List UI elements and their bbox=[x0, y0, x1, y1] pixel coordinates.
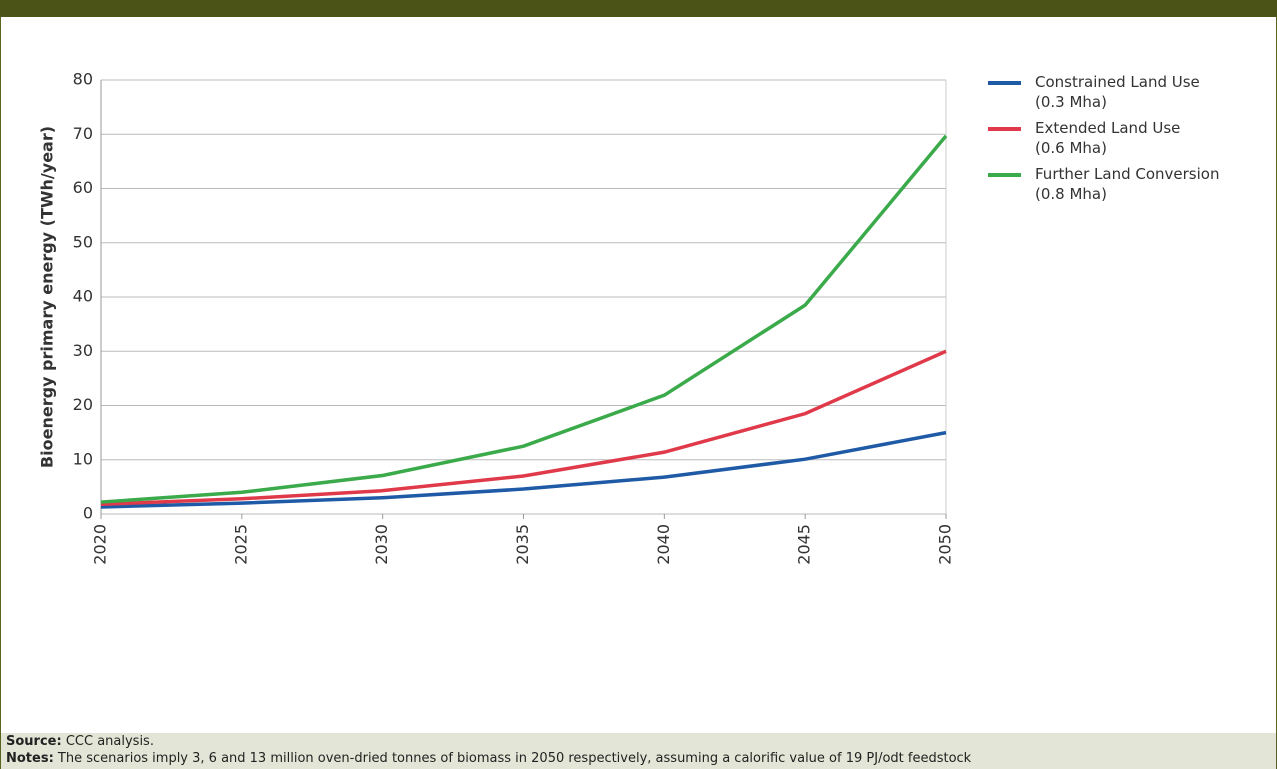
source-text: CCC analysis. bbox=[65, 734, 154, 749]
x-tick-label: 2025 bbox=[231, 524, 250, 565]
x-tick-label: 2050 bbox=[936, 524, 955, 565]
y-tick-label: 50 bbox=[73, 232, 93, 251]
legend-swatch bbox=[988, 127, 1021, 131]
y-tick-label: 40 bbox=[73, 287, 93, 306]
legend-label: Extended Land Use (0.6 Mha) bbox=[1035, 119, 1181, 157]
y-tick-label: 70 bbox=[73, 124, 93, 143]
y-axis-label: Bioenergy primary energy (TWh/year) bbox=[38, 126, 57, 468]
source-label: Source: bbox=[6, 734, 62, 749]
x-tick-label: 2035 bbox=[513, 524, 532, 565]
header-bar bbox=[0, 0, 1277, 17]
y-tick-label: 80 bbox=[73, 70, 93, 89]
series-line bbox=[100, 134, 948, 504]
series-line bbox=[100, 349, 947, 506]
legend-item: Further Land Conversion (0.8 Mha) bbox=[988, 164, 1219, 204]
legend-label: Further Land Conversion (0.8 Mha) bbox=[1035, 165, 1220, 203]
y-tick-label: 0 bbox=[83, 504, 93, 523]
y-tick-label: 10 bbox=[73, 449, 93, 468]
y-tick-label: 20 bbox=[73, 395, 93, 414]
legend-item: Extended Land Use (0.6 Mha) bbox=[988, 118, 1219, 158]
x-tick-label: 2030 bbox=[372, 524, 391, 565]
y-tick-label: 30 bbox=[73, 341, 93, 360]
legend-swatch bbox=[988, 81, 1021, 85]
y-tick-label: 60 bbox=[73, 178, 93, 197]
series-line bbox=[100, 430, 947, 509]
notes-label: Notes: bbox=[6, 751, 54, 766]
legend-item: Constrained Land Use (0.3 Mha) bbox=[988, 72, 1219, 112]
notes-text: The scenarios imply 3, 6 and 13 million … bbox=[57, 751, 972, 766]
x-tick-label: 2045 bbox=[795, 524, 814, 565]
notes: Notes: The scenarios imply 3, 6 and 13 m… bbox=[1, 750, 1276, 767]
x-tick-label: 2040 bbox=[654, 524, 673, 565]
footer: Source: CCC analysis. Notes: The scenari… bbox=[1, 733, 1276, 769]
legend: Constrained Land Use (0.3 Mha) Extended L… bbox=[988, 72, 1219, 210]
source: Source: CCC analysis. bbox=[1, 733, 1276, 750]
legend-label: Constrained Land Use (0.3 Mha) bbox=[1035, 73, 1200, 111]
x-tick-label: 2020 bbox=[91, 524, 110, 565]
legend-swatch bbox=[988, 173, 1021, 177]
